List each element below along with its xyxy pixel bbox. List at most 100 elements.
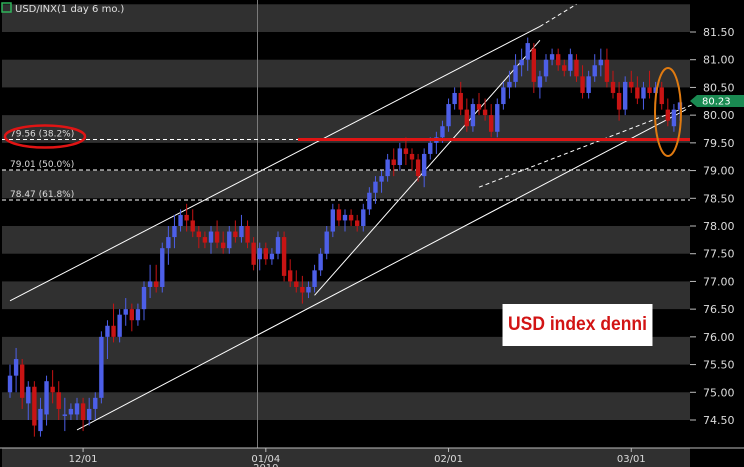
candle-body bbox=[294, 281, 299, 287]
candle-body bbox=[147, 281, 153, 287]
trend-line bbox=[9, 26, 541, 302]
candle-body bbox=[568, 54, 573, 71]
candle-body bbox=[227, 231, 232, 249]
candle-body bbox=[488, 115, 494, 132]
candle-body bbox=[622, 81, 628, 110]
price-axis-label: 76.00 bbox=[703, 331, 735, 344]
candle-body bbox=[537, 76, 543, 88]
price-axis-label: 79.00 bbox=[703, 165, 735, 178]
candle-body bbox=[129, 309, 135, 321]
last-price-tag bbox=[690, 95, 744, 107]
candle-body bbox=[653, 87, 658, 93]
candle-body bbox=[421, 153, 427, 177]
candle-body bbox=[409, 153, 415, 160]
candle-body bbox=[80, 403, 86, 420]
candle-body bbox=[476, 104, 482, 110]
candle-body bbox=[13, 359, 19, 376]
candle-body bbox=[501, 87, 506, 105]
candle-body bbox=[318, 253, 323, 271]
candle-body bbox=[610, 81, 616, 93]
price-axis-labels: 81.50 81.00 80.50 80.00 79.50 79.00 78.50 78.00… bbox=[690, 26, 735, 427]
candle-body bbox=[495, 104, 500, 132]
candle-body bbox=[629, 81, 634, 88]
last-price-label: 80.23 bbox=[702, 97, 731, 108]
candle-body bbox=[336, 209, 342, 221]
candle-body bbox=[178, 214, 183, 226]
price-axis-label: 75.00 bbox=[703, 386, 735, 399]
fib-highlight-ellipse bbox=[3, 124, 87, 149]
price-axis-label: 78.50 bbox=[703, 192, 735, 205]
candle-body bbox=[86, 408, 92, 420]
candle-body bbox=[50, 386, 55, 393]
grid-bands bbox=[2, 4, 690, 467]
date-axis-year-label: 2010 bbox=[253, 463, 278, 467]
candle-body bbox=[391, 159, 396, 166]
candle-body bbox=[470, 104, 476, 127]
candle-body bbox=[665, 109, 671, 121]
candle-body bbox=[32, 386, 37, 426]
candle-body bbox=[26, 386, 31, 404]
candle-body bbox=[196, 231, 202, 238]
candle-body bbox=[458, 92, 463, 110]
price-axis-label: 76.50 bbox=[703, 303, 735, 316]
price-axis-label: 78.00 bbox=[703, 220, 735, 233]
candle-body bbox=[251, 242, 256, 265]
date-axis-labels: 12/01 01/04 02/01 03/01 2010 bbox=[0, 447, 744, 467]
candle-body bbox=[342, 214, 348, 221]
candle-body bbox=[519, 59, 524, 66]
chart-title: USD/INX(1 day 6 mo.) bbox=[15, 4, 124, 15]
candle-body bbox=[135, 309, 141, 321]
chart-title-group: USD/INX(1 day 6 mo.) bbox=[1, 2, 124, 15]
candle-body bbox=[403, 148, 409, 154]
candle-body bbox=[641, 87, 646, 99]
candle-body bbox=[74, 403, 80, 415]
price-axis-label: 75.50 bbox=[703, 359, 735, 372]
price-axis-label: 79.50 bbox=[703, 137, 735, 150]
candle-body bbox=[257, 248, 262, 260]
last-price-group: 80.23 bbox=[690, 95, 744, 108]
grid-band bbox=[2, 447, 690, 467]
candle-body bbox=[330, 209, 336, 232]
recent-price-ellipse bbox=[654, 67, 682, 157]
candle-body bbox=[543, 59, 549, 77]
candle-body bbox=[99, 336, 104, 398]
candle-body bbox=[269, 253, 275, 260]
candle-body bbox=[172, 226, 177, 238]
candle-body bbox=[56, 392, 61, 409]
date-axis-label: 01/04 bbox=[251, 454, 280, 465]
candle-body bbox=[373, 181, 378, 193]
candle-body bbox=[354, 220, 360, 226]
candle-body bbox=[62, 414, 68, 416]
candle-body bbox=[287, 270, 293, 282]
candlestick-series bbox=[7, 37, 683, 437]
candle-body bbox=[312, 270, 317, 287]
candle-body bbox=[616, 92, 622, 110]
candle-body bbox=[379, 176, 384, 182]
grid-band bbox=[2, 170, 690, 199]
grid-band bbox=[2, 392, 690, 420]
candle-body bbox=[44, 381, 49, 415]
candle-body bbox=[184, 214, 189, 221]
candle-body bbox=[555, 54, 561, 66]
candle-body bbox=[263, 248, 269, 260]
candle-body bbox=[306, 286, 311, 293]
candle-body bbox=[300, 286, 305, 293]
candle-body bbox=[153, 281, 159, 287]
candle-body bbox=[19, 364, 25, 398]
candle-body bbox=[324, 231, 329, 254]
date-axis-label: 03/01 bbox=[617, 454, 646, 465]
candle-body bbox=[214, 231, 220, 243]
ellipse-annotations bbox=[3, 67, 682, 157]
candle-body bbox=[190, 220, 195, 232]
price-axis-label: 77.50 bbox=[703, 248, 735, 261]
candle-body bbox=[598, 59, 604, 66]
candle-body bbox=[367, 192, 372, 210]
price-axis-panel bbox=[690, 0, 744, 467]
fib-level-label: 78.47 (61.8%) bbox=[10, 190, 74, 200]
candle-body bbox=[671, 109, 677, 127]
trend-line bbox=[314, 39, 541, 296]
candle-body bbox=[160, 248, 165, 287]
candle-body bbox=[464, 109, 470, 127]
candle-body bbox=[245, 226, 250, 243]
